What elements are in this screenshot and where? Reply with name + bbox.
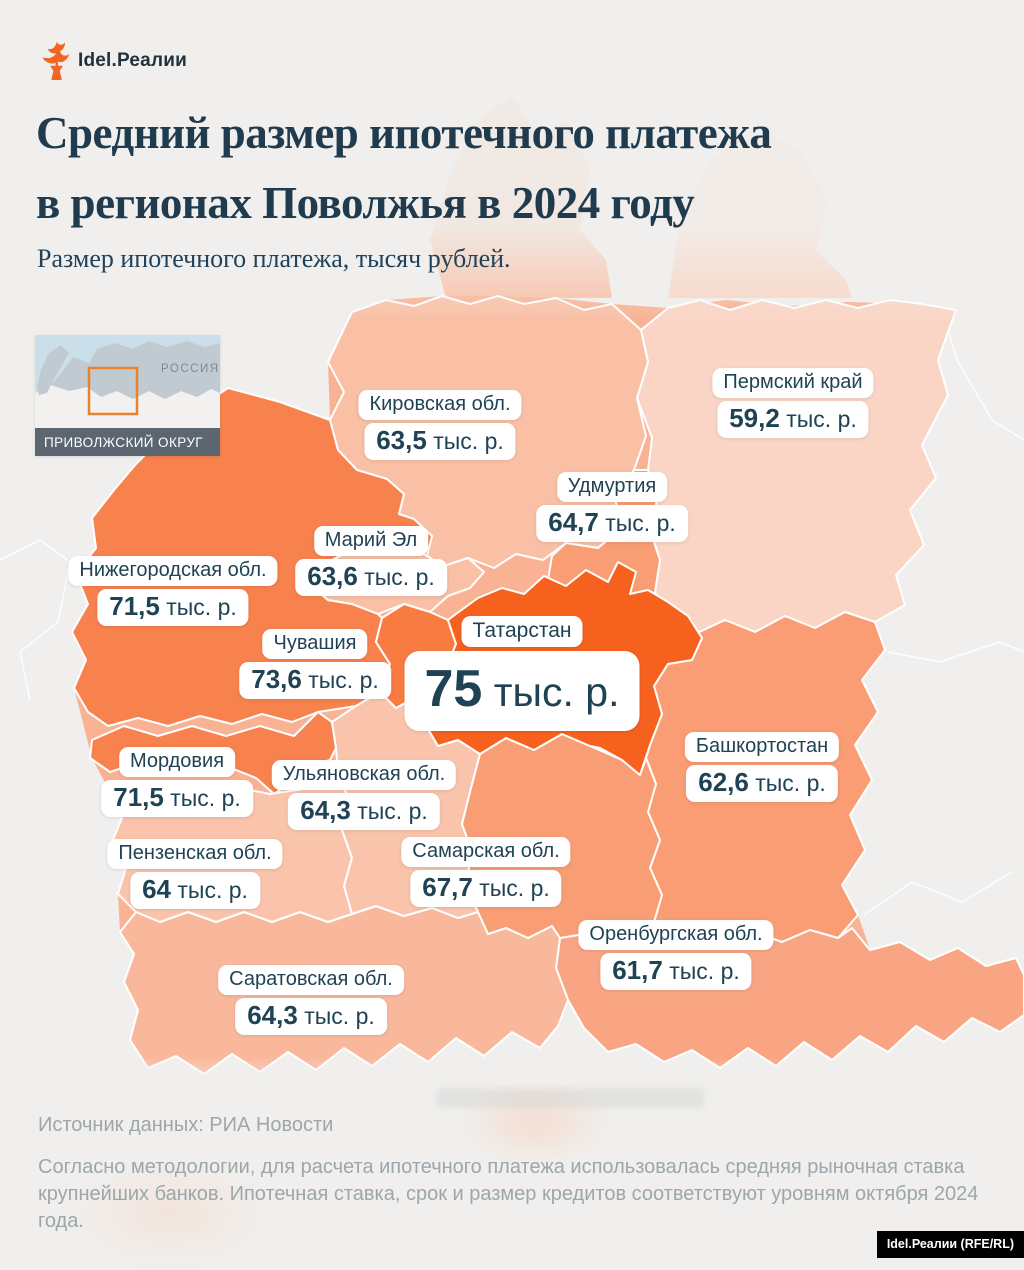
district-highlight-rect: [87, 366, 139, 416]
inset-locator-map: РОССИЯ ПРИВОЛЖСКИЙ ОКРУГ: [35, 335, 220, 456]
region-value-unit: тыс. р.: [297, 1003, 375, 1029]
data-source: Источник данных: РИА Новости: [38, 1114, 334, 1136]
region-value-number: 59,2: [729, 403, 780, 433]
region-label-ulyanovskaya: Ульяновская обл. 64,3 тыс. р.: [271, 760, 457, 830]
inset-district-bar: ПРИВОЛЖСКИЙ ОКРУГ: [35, 428, 220, 456]
logo-text: Idel.Реалии: [78, 50, 187, 71]
region-value-tatarstan: 75 тыс. р.: [404, 651, 640, 731]
faded-watermark: [436, 1088, 704, 1108]
page-title-line2: в регионах Поволжья в 2024 году: [36, 178, 695, 228]
region-name-penzenskaya: Пензенская обл.: [107, 839, 283, 869]
region-name-permsky-kray: Пермский край: [712, 368, 874, 398]
region-label-tatarstan: Татарстан 75 тыс. р.: [404, 616, 640, 731]
region-value-number: 63,5: [376, 425, 427, 455]
region-value-permsky-kray: 59,2 тыс. р.: [717, 401, 869, 438]
region-value-number: 64,3: [247, 1000, 298, 1030]
region-name-nizhegorodskaya: Нижегородская обл.: [68, 556, 278, 586]
region-label-mari-el: Марий Эл 63,6 тыс. р.: [295, 526, 447, 596]
credit-badge: Idel.Реалии (RFE/RL): [876, 1231, 1024, 1258]
region-label-saratovskaya: Саратовская обл. 64,3 тыс. р.: [218, 965, 404, 1035]
logo: Idel.Реалии: [40, 42, 187, 80]
region-value-number: 71,5: [113, 782, 164, 812]
neighbor-outline: [863, 871, 1013, 916]
region-label-bashkortostan: Башкортостан 62,6 тыс. р.: [684, 732, 840, 802]
region-value-number: 61,7: [612, 955, 663, 985]
inset-country-label: РОССИЯ: [161, 363, 220, 375]
region-name-bashkortostan: Башкортостан: [684, 732, 840, 762]
region-label-permsky-kray: Пермский край 59,2 тыс. р.: [712, 368, 874, 438]
region-name-mordovia: Мордовия: [118, 747, 236, 777]
neighbor-outline: [939, 305, 1024, 441]
region-value-number: 73,6: [251, 664, 302, 694]
region-shape-permsky-kray: [636, 299, 957, 635]
region-label-udmurtia: Удмуртия 64,7 тыс. р.: [536, 472, 688, 542]
region-value-unit: тыс. р.: [301, 667, 379, 693]
region-value-penzenskaya: 64 тыс. р.: [130, 872, 260, 909]
region-value-bashkortostan: 62,6 тыс. р.: [686, 765, 838, 802]
region-label-nizhegorodskaya: Нижегородская обл. 71,5 тыс. р.: [68, 556, 278, 626]
region-value-chuvashia: 73,6 тыс. р.: [239, 662, 391, 699]
region-name-kirovskaya: Кировская обл.: [358, 390, 522, 420]
region-value-unit: тыс. р.: [350, 798, 428, 824]
region-name-samarskaya: Самарская обл.: [401, 837, 571, 867]
region-value-unit: тыс. р.: [159, 594, 237, 620]
region-value-unit: тыс. р.: [779, 406, 857, 432]
neighbor-outline: [887, 641, 1024, 663]
region-value-unit: тыс. р.: [748, 770, 826, 796]
region-value-number: 67,7: [422, 872, 473, 902]
region-value-number: 64,3: [300, 795, 351, 825]
region-value-udmurtia: 64,7 тыс. р.: [536, 505, 688, 542]
region-name-chuvashia: Чувашия: [262, 629, 368, 659]
region-value-unit: тыс. р.: [170, 877, 248, 903]
region-value-unit: тыс. р.: [598, 510, 676, 536]
methodology-note: Согласно методологии, для расчета ипотеч…: [38, 1156, 979, 1232]
region-value-number: 64,7: [548, 507, 599, 537]
region-value-unit: тыс. р.: [472, 875, 550, 901]
region-value-number: 75: [424, 660, 483, 718]
region-label-mordovia: Мордовия 71,5 тыс. р.: [101, 747, 253, 817]
region-name-ulyanovskaya: Ульяновская обл.: [271, 760, 457, 790]
page-title: Средний размер ипотечного платежа в реги…: [36, 98, 772, 238]
region-label-penzenskaya: Пензенская обл. 64 тыс. р.: [107, 839, 283, 909]
region-label-orenburgskaya: Оренбургская обл. 61,7 тыс. р.: [578, 920, 774, 990]
russia-inset-map: [35, 335, 220, 428]
region-name-udmurtia: Удмуртия: [556, 472, 668, 502]
region-value-unit: тыс. р.: [357, 564, 435, 590]
region-value-number: 64: [142, 874, 171, 904]
region-value-nizhegorodskaya: 71,5 тыс. р.: [97, 589, 249, 626]
region-value-orenburgskaya: 61,7 тыс. р.: [600, 953, 752, 990]
region-name-mari-el: Марий Эл: [313, 526, 429, 556]
region-value-kirovskaya: 63,5 тыс. р.: [364, 423, 516, 460]
inset-map-image: РОССИЯ: [35, 335, 220, 428]
region-name-tatarstan: Татарстан: [461, 616, 583, 647]
region-name-orenburgskaya: Оренбургская обл.: [578, 920, 774, 950]
region-value-mari-el: 63,6 тыс. р.: [295, 559, 447, 596]
region-value-saratovskaya: 64,3 тыс. р.: [235, 998, 387, 1035]
region-label-kirovskaya: Кировская обл. 63,5 тыс. р.: [358, 390, 522, 460]
region-value-samarskaya: 67,7 тыс. р.: [410, 870, 562, 907]
region-value-mordovia: 71,5 тыс. р.: [101, 780, 253, 817]
region-value-unit: тыс. р.: [662, 958, 740, 984]
region-value-ulyanovskaya: 64,3 тыс. р.: [288, 793, 440, 830]
torch-icon: [42, 42, 70, 80]
region-name-saratovskaya: Саратовская обл.: [218, 965, 404, 995]
page-subtitle: Размер ипотечного платежа, тысяч рублей.: [37, 244, 511, 273]
neighbor-outline: [0, 539, 71, 701]
region-value-number: 62,6: [698, 767, 749, 797]
region-value-number: 71,5: [109, 591, 160, 621]
region-value-unit: тыс. р.: [482, 669, 620, 715]
region-value-unit: тыс. р.: [163, 785, 241, 811]
page-title-line1: Средний размер ипотечного платежа: [36, 108, 772, 158]
region-value-number: 63,6: [307, 561, 358, 591]
region-value-unit: тыс. р.: [426, 428, 504, 454]
region-label-samarskaya: Самарская обл. 67,7 тыс. р.: [401, 837, 571, 907]
region-label-chuvashia: Чувашия 73,6 тыс. р.: [239, 629, 391, 699]
